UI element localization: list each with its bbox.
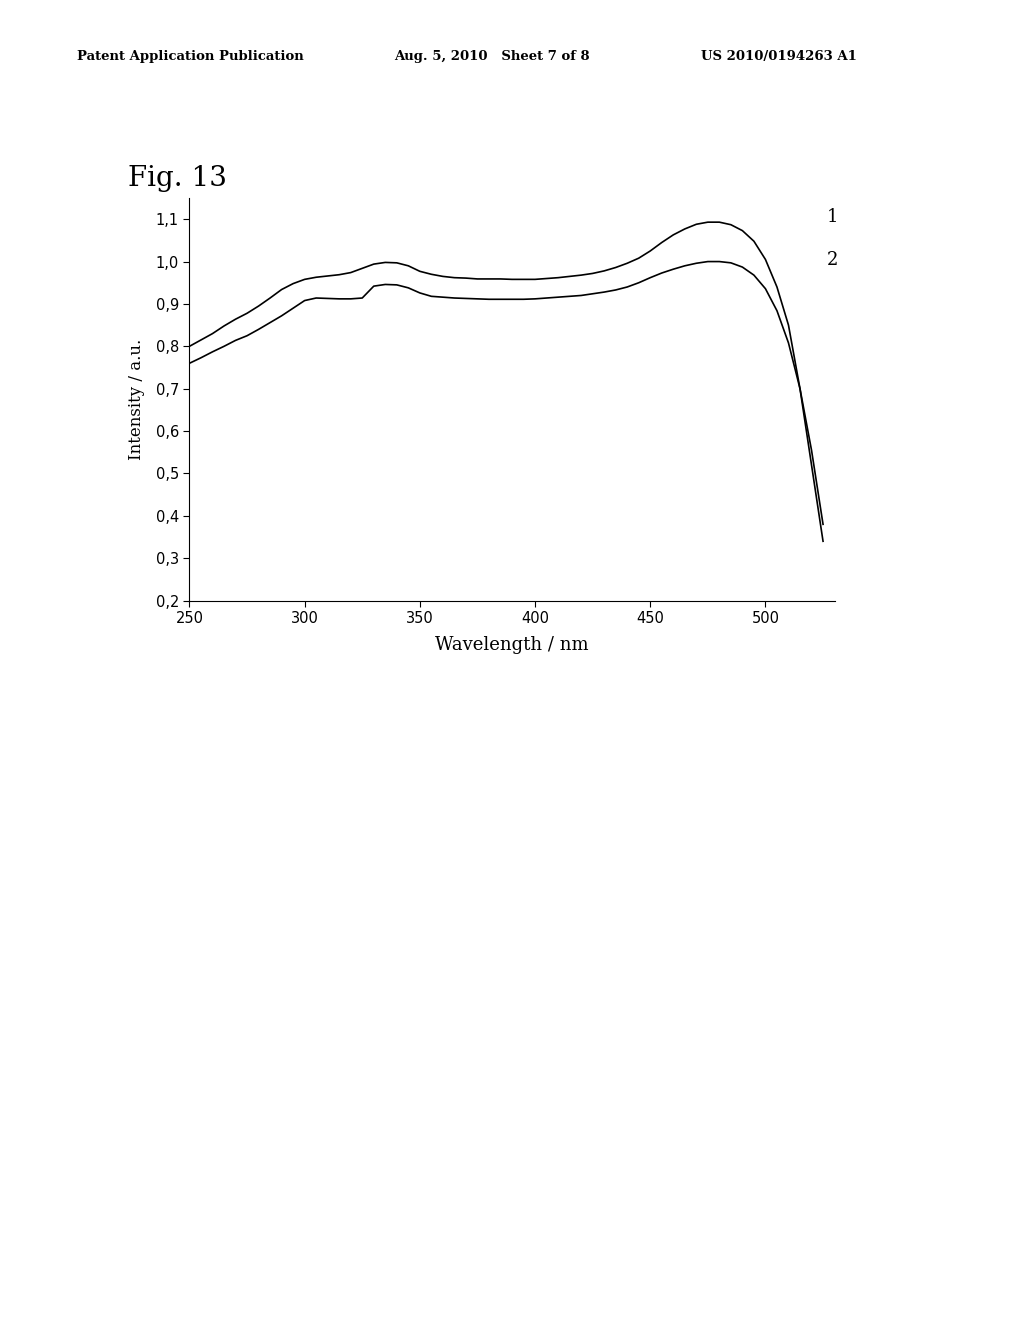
Y-axis label: Intensity / a.u.: Intensity / a.u. [128, 339, 144, 459]
X-axis label: Wavelength / nm: Wavelength / nm [435, 636, 589, 653]
Text: Patent Application Publication: Patent Application Publication [77, 50, 303, 63]
Text: Fig. 13: Fig. 13 [128, 165, 227, 191]
Text: Aug. 5, 2010   Sheet 7 of 8: Aug. 5, 2010 Sheet 7 of 8 [394, 50, 590, 63]
Text: 1: 1 [827, 209, 839, 226]
Text: US 2010/0194263 A1: US 2010/0194263 A1 [701, 50, 857, 63]
Text: 2: 2 [827, 251, 839, 269]
